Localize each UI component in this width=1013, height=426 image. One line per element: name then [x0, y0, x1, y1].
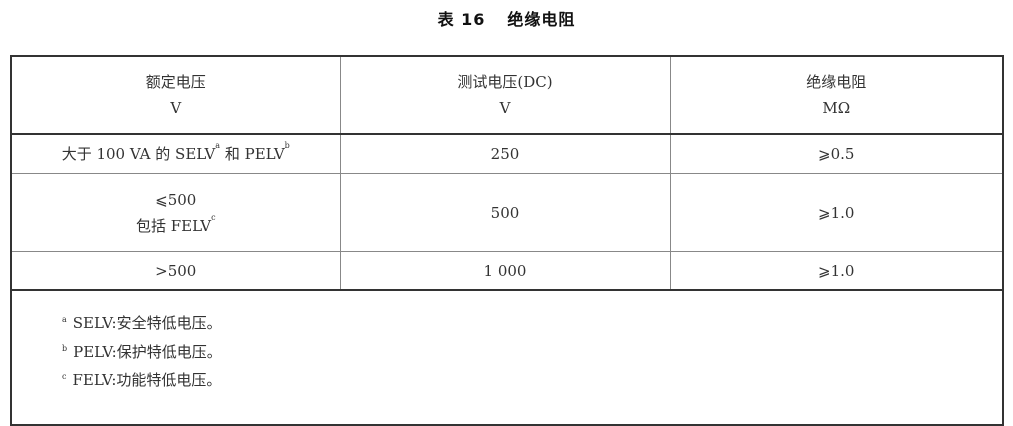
- header-test-voltage: 测试电压(DC) V: [339, 55, 671, 135]
- cell-rated-voltage: 大于 100 VA 的 SELVa 和 PELVb: [10, 133, 341, 174]
- table-row: >500 1 000 ⩾1.0: [10, 251, 1004, 291]
- table-row: 大于 100 VA 的 SELVa 和 PELVb 250 ⩾0.5: [10, 133, 1004, 174]
- cell-rated-voltage: >500: [10, 251, 341, 291]
- table-row: ⩽500 包括 FELVc 500 ⩾1.0: [10, 173, 1004, 252]
- footnotes: a SELV:安全特低电压。 b PELV:保护特低电压。 c FELV:功能特低电压…: [10, 289, 1004, 426]
- table-title: 表 16 绝缘电阻: [0, 6, 1013, 30]
- cell-rated-voltage: ⩽500 包括 FELVc: [10, 173, 341, 252]
- cell-test-voltage: 1 000: [339, 251, 671, 291]
- cell-test-voltage: 250: [339, 133, 671, 174]
- table-number: 表 16: [437, 10, 486, 29]
- cell-resistance: ⩾1.0: [669, 251, 1004, 291]
- footnotes-row: a SELV:安全特低电压。 b PELV:保护特低电压。 c FELV:功能特低电压…: [10, 289, 1004, 426]
- header-row: 额定电压 V 测试电压(DC) V 绝缘电阻 MΩ: [10, 55, 1004, 135]
- cell-test-voltage: 500: [339, 173, 671, 252]
- footnote: a SELV:安全特低电压。: [62, 314, 222, 332]
- footnote: c FELV:功能特低电压。: [62, 371, 222, 389]
- cell-resistance: ⩾1.0: [669, 173, 1004, 252]
- footnote: b PELV:保护特低电压。: [62, 342, 222, 361]
- cell-resistance: ⩾0.5: [669, 133, 1004, 174]
- header-rated-voltage: 额定电压 V: [10, 55, 341, 135]
- table-caption: 绝缘电阻: [507, 10, 576, 29]
- header-insulation-resistance: 绝缘电阻 MΩ: [669, 55, 1004, 135]
- insulation-resistance-table: 额定电压 V 测试电压(DC) V 绝缘电阻 MΩ 大于 100 VA 的 SELVa…: [10, 55, 1004, 426]
